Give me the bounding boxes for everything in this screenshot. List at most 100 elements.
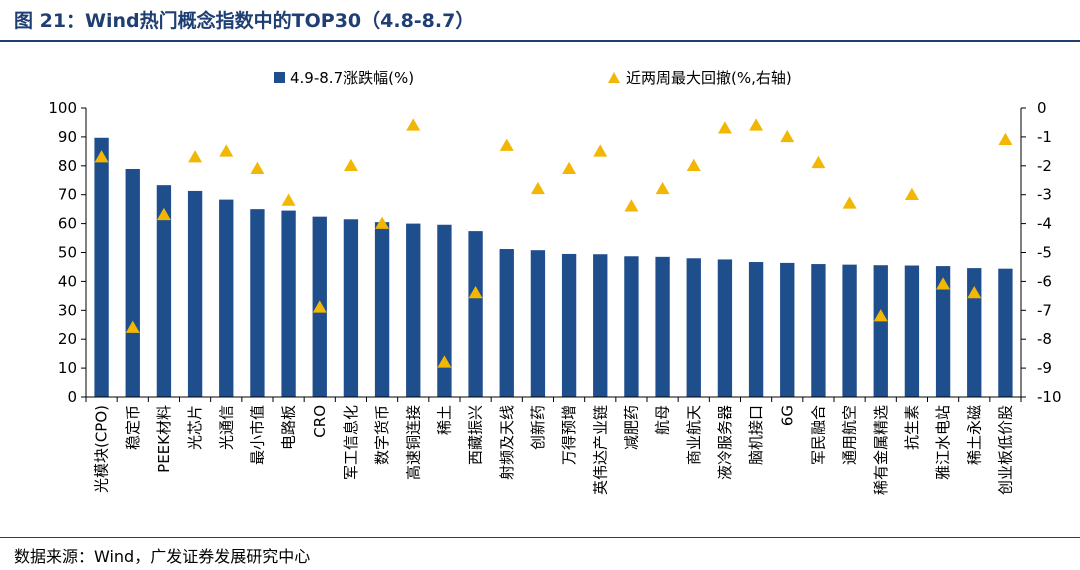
drawdown-marker bbox=[468, 285, 483, 299]
source-rule bbox=[0, 537, 1080, 538]
x-tick-label: 创新药 bbox=[529, 405, 547, 450]
bar bbox=[842, 264, 857, 397]
bar bbox=[468, 231, 483, 397]
x-tick-label: 脑机接口 bbox=[747, 405, 765, 465]
x-tick-label: 西藏振兴 bbox=[467, 405, 485, 465]
right-tick-label: -8 bbox=[1037, 330, 1052, 348]
x-tick-label: 光模块(CPO) bbox=[93, 405, 111, 493]
drawdown-marker bbox=[188, 150, 203, 163]
drawdown-marker bbox=[811, 155, 826, 169]
legend-bar-swatch bbox=[274, 72, 285, 83]
drawdown-marker bbox=[749, 118, 764, 131]
right-tick-label: -1 bbox=[1037, 128, 1052, 146]
x-tick-label: 减肥药 bbox=[622, 405, 640, 450]
x-tick-label: 光通信 bbox=[217, 405, 235, 450]
bar bbox=[873, 265, 888, 397]
drawdown-marker bbox=[593, 144, 608, 157]
bar bbox=[125, 168, 140, 397]
drawdown-marker bbox=[312, 300, 327, 313]
drawdown-marker bbox=[936, 277, 951, 290]
bar bbox=[593, 254, 608, 397]
bar bbox=[780, 262, 795, 397]
bar bbox=[437, 224, 452, 397]
drawdown-marker bbox=[655, 181, 670, 195]
left-tick-label: 80 bbox=[58, 157, 77, 175]
bar bbox=[343, 219, 359, 397]
x-axis: 光模块(CPO) 稳定币 PEEK材料 光芯片 光通信 最小市值 电路板 CRO 军工信息化 数字… bbox=[85, 396, 1022, 495]
bar bbox=[281, 210, 296, 397]
bar bbox=[499, 249, 514, 397]
x-tick-label: 高速铜连接 bbox=[404, 405, 422, 480]
drawdown-marker bbox=[437, 355, 452, 368]
x-tick-label: 6G bbox=[778, 405, 796, 426]
x-tick-label: 稀有金属精选 bbox=[872, 405, 890, 495]
right-tick-label: -2 bbox=[1037, 157, 1052, 175]
x-tick-label: 商业航天 bbox=[685, 405, 703, 465]
left-tick-label: 90 bbox=[58, 128, 77, 146]
right-tick-label: -9 bbox=[1037, 359, 1052, 377]
bar bbox=[717, 259, 733, 397]
left-tick-label: 50 bbox=[58, 244, 77, 262]
x-tick-label: 最小市值 bbox=[248, 405, 266, 465]
drawdown-marker bbox=[562, 161, 577, 174]
right-tick-label: -4 bbox=[1037, 215, 1052, 233]
left-tick-label: 0 bbox=[67, 388, 77, 406]
drawdown-marker bbox=[219, 144, 234, 157]
chart: 4.9-8.7涨跌幅(%) 近两周最大回撤(%,右轴) 0 10 20 30 40 50 6… bbox=[48, 69, 1062, 495]
x-tick-label: 光芯片 bbox=[186, 405, 204, 450]
bar bbox=[406, 223, 421, 397]
bar bbox=[748, 262, 764, 397]
x-tick-label: 射频及天线 bbox=[498, 405, 516, 480]
bar bbox=[374, 222, 390, 397]
left-tick-label: 100 bbox=[48, 99, 77, 117]
right-tick-label: -6 bbox=[1037, 272, 1052, 290]
left-tick-label: 40 bbox=[58, 272, 77, 290]
x-tick-label: PEEK材料 bbox=[155, 405, 173, 473]
legend-marker-label: 近两周最大回撤(%,右轴) bbox=[626, 69, 792, 87]
bar bbox=[156, 185, 172, 397]
right-tick-label: -5 bbox=[1037, 244, 1052, 262]
x-tick-label: 稳定币 bbox=[124, 405, 142, 450]
x-tick-label: 稀土永磁 bbox=[965, 405, 983, 465]
x-tick-label: 英伟达产业链 bbox=[591, 405, 609, 495]
bar bbox=[811, 264, 826, 397]
drawdown-marker bbox=[156, 207, 171, 221]
x-tick-label: 军工信息化 bbox=[342, 405, 360, 480]
drawdown-marker bbox=[624, 199, 639, 212]
bar bbox=[250, 209, 265, 397]
title-rule bbox=[0, 40, 1080, 42]
left-tick-label: 20 bbox=[58, 330, 77, 348]
x-tick-label: 液冷服务器 bbox=[716, 405, 734, 480]
drawdown-marker bbox=[717, 121, 732, 134]
x-tick-label: 抗生素 bbox=[903, 405, 921, 450]
drawdown-marker bbox=[780, 129, 795, 143]
x-tick-label: CRO bbox=[311, 405, 329, 438]
drawdown-marker bbox=[904, 187, 919, 200]
legend-bar-label: 4.9-8.7涨跌幅(%) bbox=[290, 69, 414, 87]
drawdown-marker bbox=[842, 196, 857, 209]
right-tick-label: -7 bbox=[1037, 301, 1052, 319]
x-tick-label: 雅江水电站 bbox=[934, 405, 952, 480]
drawdown-marker bbox=[499, 138, 514, 151]
markers bbox=[94, 118, 1013, 368]
x-tick-label: 稀土 bbox=[435, 405, 453, 435]
source-note: 数据来源：Wind，广发证券发展研究中心 bbox=[14, 547, 311, 566]
bar bbox=[967, 268, 982, 397]
bar bbox=[94, 137, 109, 397]
bars bbox=[94, 137, 1013, 397]
right-axis: -10-9-8-7-6-5-4-3-2-10 bbox=[1020, 99, 1062, 406]
figure-title: 图 21：Wind热门概念指数中的TOP30（4.8-8.7） bbox=[14, 10, 475, 32]
drawdown-marker bbox=[281, 193, 296, 206]
left-tick-label: 60 bbox=[58, 215, 77, 233]
drawdown-marker bbox=[873, 309, 888, 322]
left-tick-label: 70 bbox=[58, 186, 77, 204]
left-tick-label: 10 bbox=[58, 359, 77, 377]
bar bbox=[998, 268, 1013, 397]
left-axis: 0 10 20 30 40 50 60 70 80 90 100 bbox=[48, 99, 87, 406]
bar bbox=[655, 256, 670, 397]
bar bbox=[935, 266, 951, 397]
x-tick-label: 航母 bbox=[654, 405, 672, 435]
drawdown-marker bbox=[343, 158, 358, 172]
drawdown-marker bbox=[94, 150, 109, 163]
drawdown-marker bbox=[406, 118, 421, 131]
